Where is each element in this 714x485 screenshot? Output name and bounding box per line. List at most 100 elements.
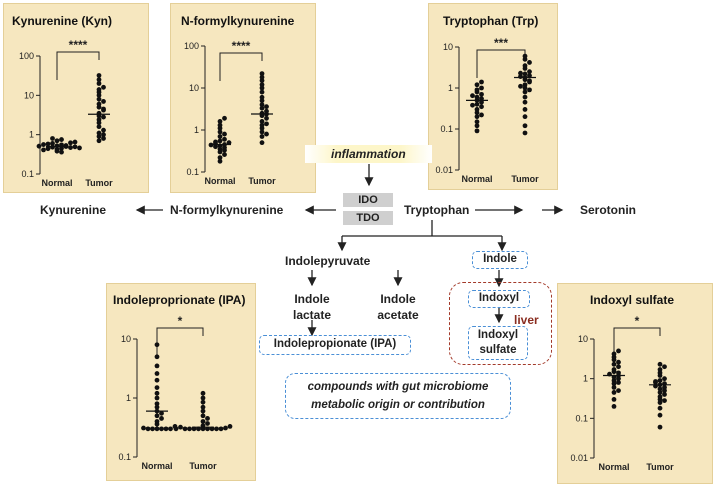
ipa-box: Indolepropionate (IPA) (259, 335, 411, 355)
data-point (154, 426, 160, 432)
dot-plot-kynurenine: 0.1 1 10 100 Normal Tumor **** (19, 38, 113, 188)
x-tick-label: Normal (461, 174, 492, 184)
data-point (154, 354, 160, 360)
data-point (217, 155, 223, 161)
data-point (264, 115, 269, 121)
data-point (222, 147, 227, 153)
data-point (527, 87, 532, 93)
data-point (474, 119, 480, 125)
y-tick-label: 0.1 (575, 413, 588, 423)
data-point (154, 390, 160, 396)
data-point (264, 104, 269, 110)
data-point (479, 85, 484, 91)
data-point (522, 94, 528, 100)
data-point (68, 145, 73, 150)
data-point (527, 78, 532, 84)
data-point (159, 426, 164, 432)
data-point (616, 370, 621, 376)
tryptophan-label: Tryptophan (404, 203, 470, 217)
x-tick-label: Tumor (85, 178, 113, 188)
data-point (474, 123, 480, 129)
data-point (611, 361, 617, 367)
data-point (259, 122, 265, 128)
data-point (36, 143, 42, 149)
data-point (154, 385, 160, 391)
significance-label: *** (494, 36, 508, 50)
y-tick-label: 0.1 (186, 167, 199, 177)
data-point (96, 130, 102, 136)
data-point (616, 380, 621, 385)
data-point (41, 142, 46, 147)
data-point (217, 119, 223, 124)
x-tick-label: Normal (141, 461, 172, 471)
dot-plot-tryptophan: 0.01 0.1 1 10 Normal Tumor *** (435, 36, 539, 184)
data-point (150, 426, 155, 432)
data-point (611, 397, 617, 402)
data-point (611, 378, 617, 383)
data-point (101, 114, 106, 120)
data-point (217, 122, 223, 128)
x-tick-label: Tumor (248, 176, 276, 186)
data-point (662, 364, 667, 370)
data-point (72, 144, 78, 150)
data-point (522, 114, 528, 120)
data-point (59, 149, 64, 155)
data-point (518, 70, 523, 76)
data-point (200, 395, 206, 401)
data-point (657, 424, 663, 430)
data-point (96, 81, 102, 86)
data-point (522, 99, 528, 105)
inflammation-label: inflammation (305, 145, 432, 163)
data-point (163, 426, 169, 432)
data-point (96, 87, 102, 92)
data-point (527, 60, 532, 65)
data-point (264, 131, 269, 137)
data-point (101, 127, 106, 133)
data-point (222, 131, 227, 137)
data-point (616, 348, 621, 354)
data-point (154, 404, 160, 410)
data-point (200, 408, 206, 414)
data-point (611, 351, 617, 357)
data-point (200, 419, 206, 424)
kynurenine-label: Kynurenine (40, 203, 107, 217)
data-point (474, 128, 480, 134)
x-tick-label: Normal (204, 176, 235, 186)
data-point (522, 63, 528, 69)
data-point (479, 112, 484, 118)
data-point (96, 101, 102, 107)
data-point (657, 390, 663, 395)
y-tick-label: 100 (184, 41, 199, 51)
data-point (522, 130, 528, 136)
data-point (96, 138, 102, 144)
indole-acetate-label: Indole acetate (377, 292, 419, 322)
y-tick-label: 0.1 (118, 452, 131, 462)
panel-ipa: Indoleproprionate (IPA) 0.1 1 10 Normal Tumo… (106, 283, 256, 481)
indoxyl-sulfate-box: Indoxyl sulfate (468, 326, 528, 360)
data-point (259, 82, 265, 88)
indole-lactate-label: Indole lactate (292, 292, 332, 322)
data-point (259, 119, 265, 124)
data-point (154, 401, 160, 407)
y-tick-label: 10 (443, 42, 453, 52)
data-point (214, 426, 219, 432)
significance-bracket (156, 327, 204, 356)
data-point (479, 99, 484, 105)
liver-label: liver (514, 313, 539, 327)
data-point (217, 146, 223, 152)
data-point (145, 426, 151, 432)
y-tick-label: 10 (121, 334, 131, 344)
data-point (96, 73, 102, 78)
data-point (101, 99, 106, 104)
data-point (159, 416, 164, 421)
data-point (217, 129, 223, 135)
data-point (205, 416, 210, 421)
indole-box: Indole (472, 251, 528, 269)
data-point (168, 426, 173, 432)
data-point (259, 129, 265, 135)
data-point (154, 419, 160, 424)
data-point (154, 377, 160, 383)
liver-region (449, 282, 552, 365)
data-point (259, 140, 265, 146)
significance-bracket (613, 327, 661, 356)
